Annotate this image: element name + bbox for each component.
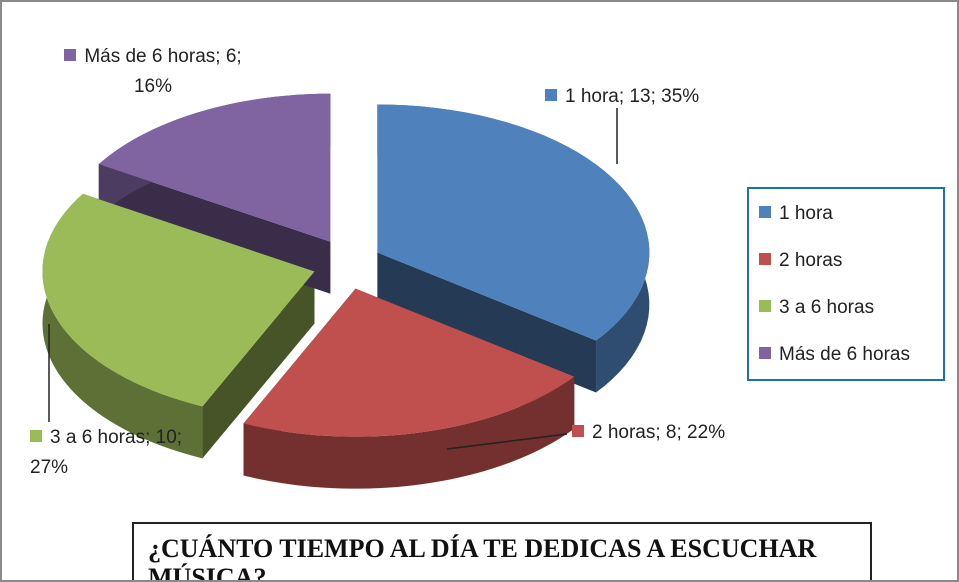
slice-face: [377, 252, 597, 393]
legend: 1 hora 2 horas 3 a 6 horas Más de 6 horas: [747, 187, 945, 381]
data-label: 3 a 6 horas; 10; 27%: [30, 423, 208, 483]
legend-swatch: [759, 300, 771, 312]
data-label: Más de 6 horas; 6; 16%: [58, 42, 248, 102]
label-text: 1 hora; 13; 35%: [565, 86, 700, 107]
legend-label: 2 horas: [779, 250, 843, 271]
label-swatch: [30, 430, 42, 442]
chart-title: ¿CUÁNTO TIEMPO AL DÍA TE DEDICAS A ESCUC…: [132, 522, 872, 580]
legend-swatch: [759, 253, 771, 265]
label-swatch: [64, 49, 77, 61]
legend-label: 1 hora: [779, 203, 833, 224]
slice: [377, 104, 650, 341]
leader-line: [446, 433, 568, 450]
label-swatch: [545, 89, 557, 101]
legend-entry: 3 a 6 horas: [759, 293, 943, 340]
slice: [42, 193, 315, 407]
legend-swatch: [759, 206, 771, 218]
legend-label: 3 a 6 horas: [779, 297, 875, 318]
slice: [98, 93, 331, 242]
slice: [243, 288, 575, 437]
slice-wall: [42, 193, 203, 459]
legend-swatch: [759, 347, 771, 359]
label-swatch: [572, 425, 584, 437]
legend-label: Más de 6 horas: [779, 344, 910, 365]
data-label: 1 hora; 13; 35%: [545, 82, 775, 112]
legend-entry: 2 horas: [759, 246, 943, 293]
data-label: 2 horas; 8; 22%: [572, 418, 802, 448]
legend-entry: 1 hora: [759, 199, 943, 246]
label-text: 3 a 6 horas; 10; 27%: [30, 427, 183, 478]
pie: [42, 93, 650, 489]
slice-face: [202, 271, 315, 459]
slice-wall: [243, 376, 575, 489]
legend-entry: Más de 6 horas: [759, 340, 943, 387]
label-text: 2 horas; 8; 22%: [592, 422, 726, 443]
label-text: Más de 6 horas; 6; 16%: [84, 46, 242, 97]
